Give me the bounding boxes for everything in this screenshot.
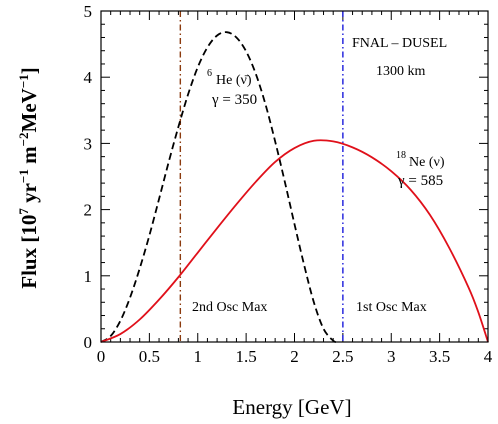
he6-isotope-label: 6: [207, 68, 212, 79]
x-tick-label: 0: [97, 347, 106, 366]
x-tick-label: 4: [484, 347, 493, 366]
he6-gamma-label: γ = 350: [211, 92, 257, 108]
x-tick-label: 0.5: [139, 347, 160, 366]
ticks-layer: 0 0.5 1 1.5 2 2.5 3 3.5 4 0 1 2 3 4 5: [84, 2, 493, 366]
y-tick-label: 3: [84, 134, 93, 153]
vlines-layer: [179, 11, 344, 342]
he6-curve: [100, 31, 338, 343]
ne18-series-label: Ne (ν): [409, 155, 445, 170]
osc2-label: 2nd Osc Max: [192, 300, 267, 315]
y-tick-label: 4: [84, 68, 93, 87]
ne18-isotope-label: 18: [396, 150, 406, 161]
x-tick-label: 2.5: [332, 347, 353, 366]
x-tick-label: 3: [387, 347, 396, 366]
y-tick-label: 0: [84, 333, 93, 352]
plot-frame: [100, 10, 489, 343]
baseline-label: FNAL – DUSEL: [352, 36, 447, 51]
x-axis-title: Energy [GeV]: [232, 395, 351, 419]
y-tick-label: 1: [84, 267, 93, 286]
x-tick-label: 1.5: [236, 347, 257, 366]
ne18-gamma-label: γ = 585: [397, 173, 443, 189]
x-tick-label: 1: [194, 347, 203, 366]
series-layer: [100, 31, 489, 343]
x-tick-label: 2: [290, 347, 299, 366]
y-tick-label: 5: [84, 2, 93, 21]
osc1-label: 1st Osc Max: [356, 300, 427, 315]
x-tick-label: 3.5: [429, 347, 450, 366]
y-tick-label: 2: [84, 201, 93, 220]
ne18-curve: [100, 139, 489, 343]
distance-label: 1300 km: [376, 64, 426, 79]
he6-series-label: He (ν̄): [216, 73, 252, 88]
labels-layer: 2nd Osc Max 1st Osc Max FNAL – DUSEL 130…: [16, 36, 447, 419]
y-axis-title: Flux [107 yr−1 m−2MeV−1]: [16, 67, 41, 289]
